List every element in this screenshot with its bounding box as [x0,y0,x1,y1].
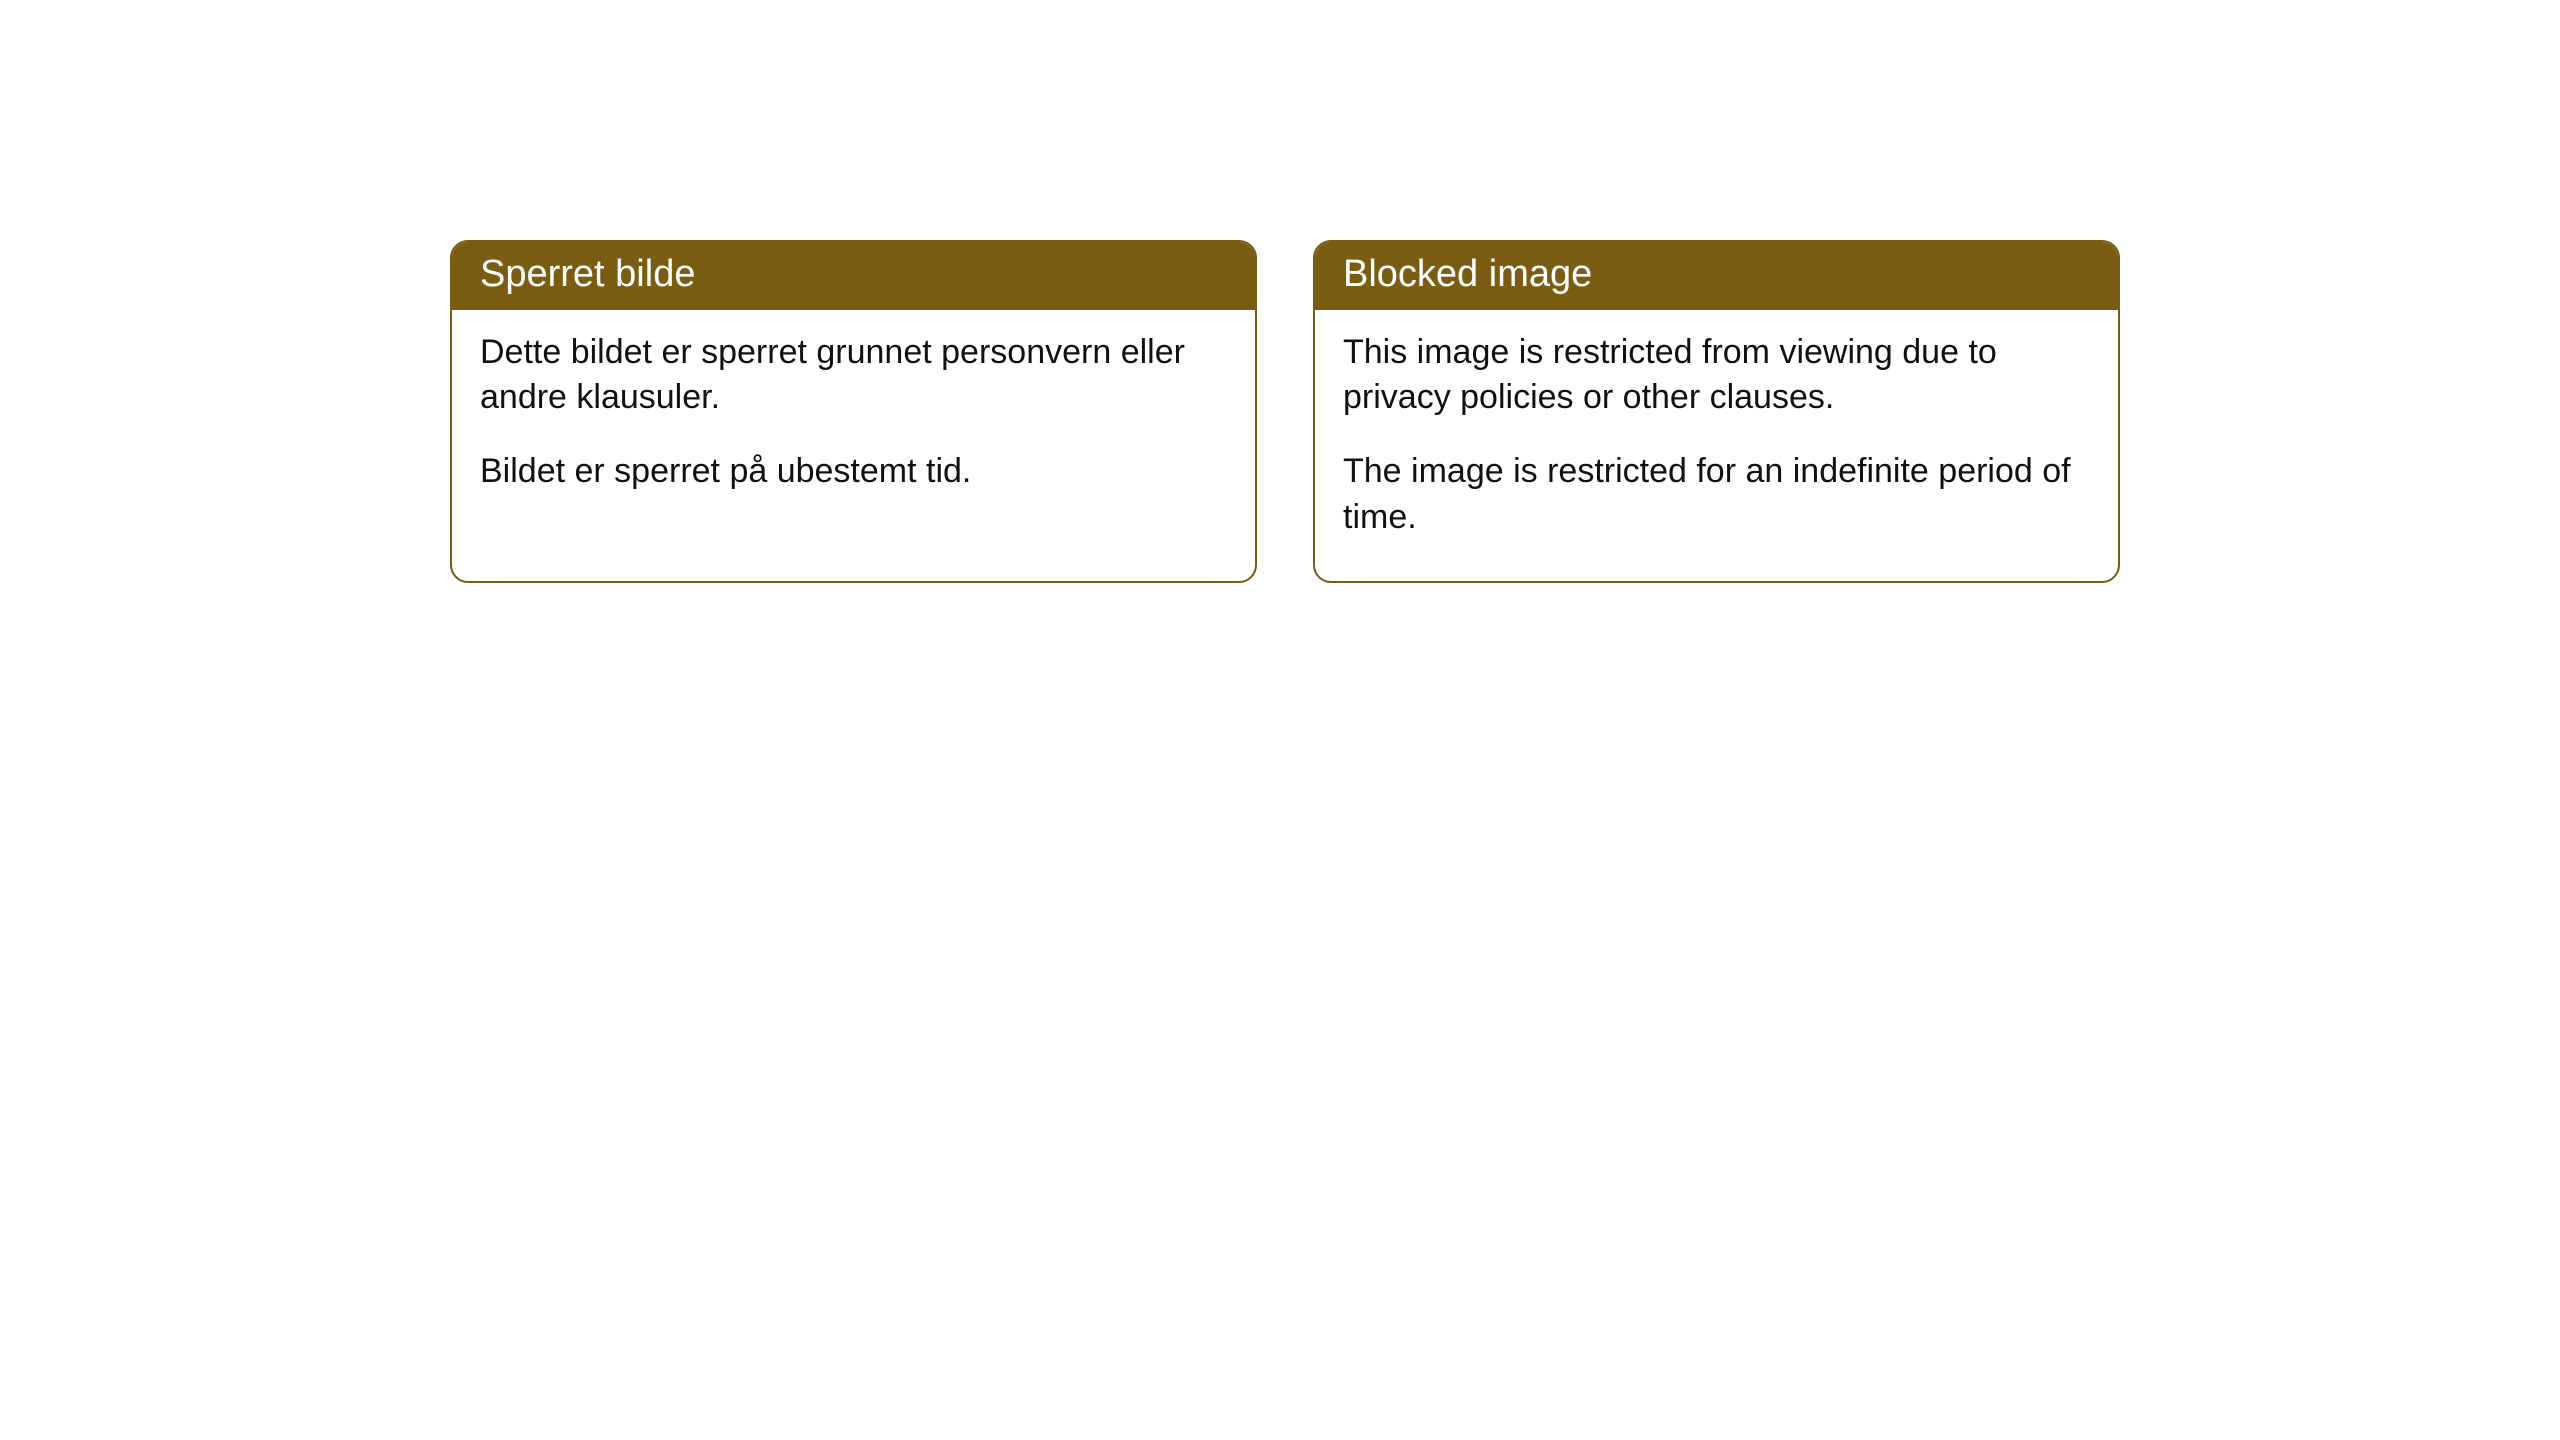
card-header: Blocked image [1315,242,2118,310]
card-paragraph: The image is restricted for an indefinit… [1343,449,2090,541]
card-paragraph: This image is restricted from viewing du… [1343,330,2090,422]
card-body: This image is restricted from viewing du… [1315,310,2118,582]
notice-cards-container: Sperret bilde Dette bildet er sperret gr… [450,240,2120,583]
card-paragraph: Bildet er sperret på ubestemt tid. [480,449,1227,495]
card-header: Sperret bilde [452,242,1255,310]
card-body: Dette bildet er sperret grunnet personve… [452,310,1255,536]
notice-card-norwegian: Sperret bilde Dette bildet er sperret gr… [450,240,1257,583]
notice-card-english: Blocked image This image is restricted f… [1313,240,2120,583]
card-paragraph: Dette bildet er sperret grunnet personve… [480,330,1227,422]
